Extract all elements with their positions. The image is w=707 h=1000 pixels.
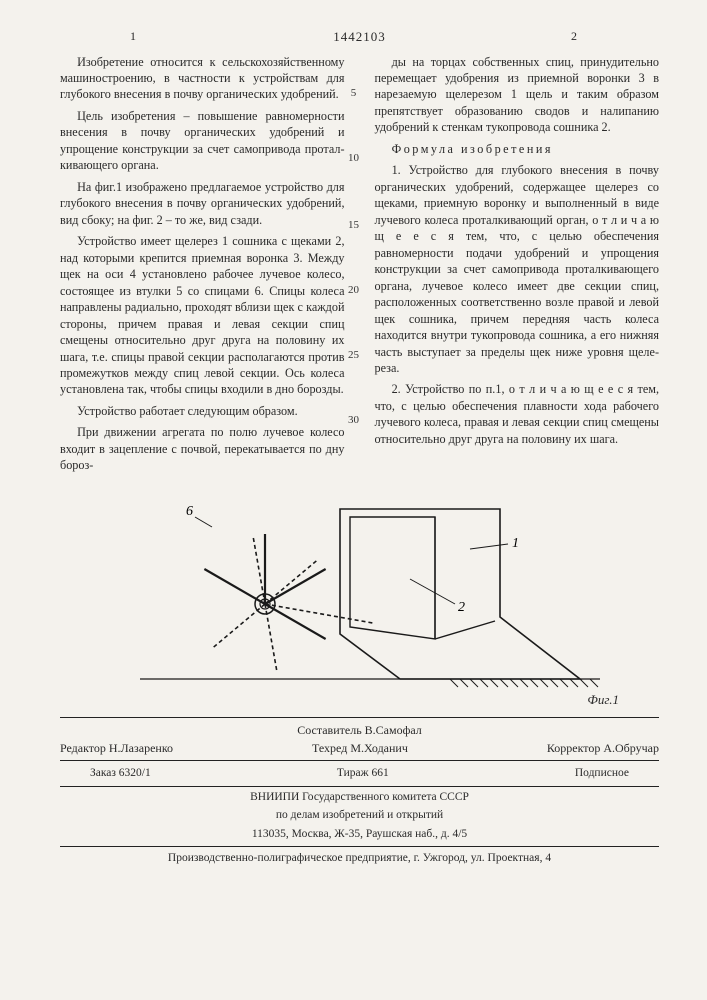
tirazh: Тираж 661	[337, 766, 389, 782]
c1-p6: При движении агрегата по полю лу­чевое к…	[60, 424, 345, 473]
editor-row: Редактор Н.Лазаренко Техред М.Ходанич Ко…	[60, 740, 659, 761]
svg-text:2: 2	[458, 600, 465, 615]
corrector: Корректор А.Обручар	[547, 740, 659, 756]
order-row: Заказ 6320/1 Тираж 661 Подписное	[60, 764, 659, 787]
figure-1: 6 1 2 Фиг.1	[60, 489, 659, 709]
svg-text:1: 1	[512, 536, 519, 551]
institution-address: 113035, Москва, Ж-35, Раушская наб., д. …	[60, 827, 659, 843]
column-number-left: 1	[130, 28, 136, 44]
figure-svg: 6 1 2	[100, 489, 620, 709]
c1-p3: На фиг.1 изображено предлагаемое устройс…	[60, 179, 345, 228]
printer-line: Производственно-полиграфическое предприя…	[60, 851, 659, 867]
column-2: ды на торцах собственных спиц, при­нудит…	[375, 54, 660, 479]
patent-number: 1442103	[60, 28, 659, 46]
compiler-line: Составитель В.Самофал	[60, 717, 659, 738]
figure-caption: Фиг.1	[587, 691, 619, 709]
c1-p1: Изобретение относится к сельскохо­зяйств…	[60, 54, 345, 103]
column-1: Изобретение относится к сельскохо­зяйств…	[60, 54, 345, 479]
claims-heading: Формула изобретения	[375, 141, 660, 157]
line-number: 10	[348, 153, 359, 164]
institution-2: по делам изобретений и открытий	[60, 808, 659, 824]
claim-2: 2. Устройство по п.1, о т л и ­ч а ю щ е…	[375, 381, 660, 447]
subscription: Подписное	[575, 766, 629, 782]
order-no: Заказ 6320/1	[90, 766, 151, 782]
line-number: 15	[348, 220, 359, 231]
editor: Редактор Н.Лазаренко	[60, 740, 173, 756]
claim-1: 1. Устройство для глубокого вне­сения в …	[375, 162, 660, 376]
line-number: 5	[348, 88, 359, 99]
c1-p4: Устройство имеет щелерез 1 сош­ника с ще…	[60, 233, 345, 398]
line-number: 20	[348, 285, 359, 296]
line-number: 25	[348, 350, 359, 361]
line-number: 30	[348, 415, 359, 426]
c1-p5: Устройство работает следующим об­разом.	[60, 403, 345, 419]
text-columns: Изобретение относится к сельскохо­зяйств…	[60, 54, 659, 479]
techred: Техред М.Ходанич	[312, 740, 408, 756]
c1-p2: Цель изобретения – повышение рав­номерно…	[60, 108, 345, 174]
institution-1: ВНИИПИ Государственного комитета СССР	[60, 790, 659, 806]
column-number-right: 2	[571, 28, 577, 44]
line-number-gutter: 5 10 15 20 25 30	[348, 88, 359, 426]
c2-p1: ды на торцах собственных спиц, при­нудит…	[375, 54, 660, 136]
svg-text:6: 6	[186, 504, 193, 519]
